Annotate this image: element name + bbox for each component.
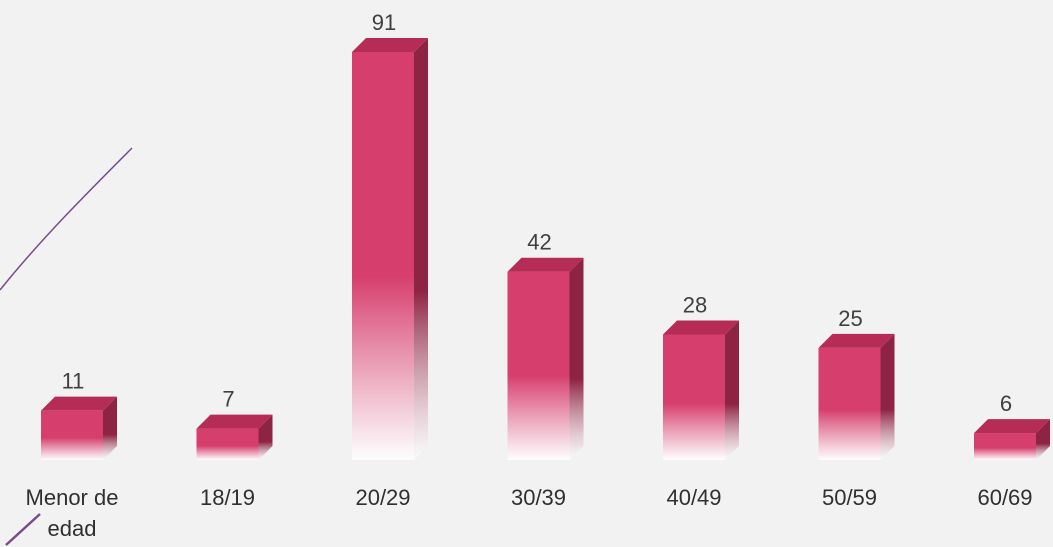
x-tick-label: 30/39	[511, 485, 566, 510]
bar-side	[258, 414, 273, 460]
bar-front	[196, 428, 259, 460]
decorative-curve-top	[0, 147, 133, 291]
bar	[818, 333, 895, 460]
bar	[663, 320, 739, 460]
data-label: 25	[838, 306, 862, 331]
bar-top	[974, 419, 1050, 434]
bar-top	[663, 320, 739, 335]
x-tick-label: 18/19	[200, 485, 255, 510]
value-labels-group: 11 7 91 42 28 25 6	[62, 10, 1013, 416]
decorative-curve-bottom	[5, 513, 41, 546]
bar-front	[507, 271, 570, 460]
bar-top	[818, 333, 895, 348]
x-tick-label: 20/29	[355, 485, 410, 510]
x-tick-label: 60/69	[977, 485, 1032, 510]
decorative-lines	[0, 147, 133, 546]
bar	[507, 257, 584, 460]
bar-top	[507, 257, 584, 272]
bar-side	[1036, 419, 1050, 460]
bar-front	[41, 410, 103, 460]
bar-top	[41, 396, 117, 411]
bar-side	[569, 257, 584, 460]
x-tick-label: 50/59	[822, 485, 877, 510]
bar	[41, 396, 117, 460]
data-label: 11	[62, 369, 85, 394]
bars-group	[41, 38, 1050, 460]
bar-side	[414, 38, 428, 460]
category-labels-group: Menor de edad 18/19 20/29 30/39 40/49 50/59 60/…	[26, 485, 1033, 541]
bar	[974, 419, 1050, 460]
data-label: 28	[683, 292, 707, 317]
bar-top	[196, 414, 273, 429]
bar-side	[725, 320, 739, 460]
bar-side	[880, 333, 895, 460]
bar-front	[818, 347, 881, 460]
data-label: 42	[527, 230, 551, 255]
bar-front	[663, 334, 725, 460]
bar-side	[103, 396, 117, 460]
bar	[196, 414, 273, 460]
x-tick-label: 40/49	[666, 485, 721, 510]
x-tick-label: Menor de edad	[26, 485, 119, 541]
bar	[352, 38, 428, 460]
bar-top	[352, 38, 428, 52]
data-label: 7	[222, 387, 234, 412]
bar-front	[974, 433, 1036, 460]
data-label: 91	[372, 10, 396, 35]
bar-front	[352, 52, 414, 460]
data-label: 6	[1000, 391, 1012, 416]
